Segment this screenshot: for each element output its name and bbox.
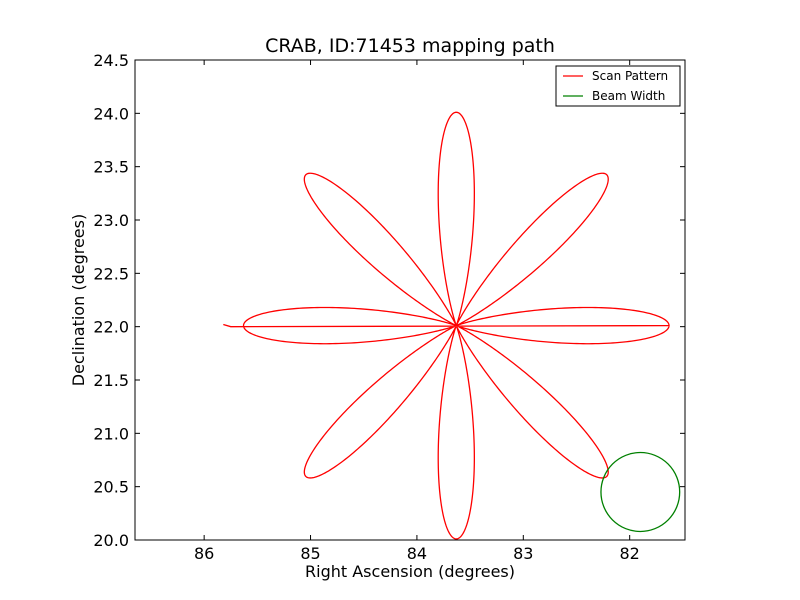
x-tick-label: 82 xyxy=(620,544,640,563)
legend-label-scan-pattern: Scan Pattern xyxy=(592,69,668,83)
y-axis-label: Declination (degrees) xyxy=(69,214,88,386)
x-tick-label: 86 xyxy=(194,544,214,563)
series-beam-width-circle xyxy=(600,451,681,533)
y-tick-label: 23.5 xyxy=(93,158,129,177)
y-tick-label: 21.0 xyxy=(93,424,129,443)
y-tick-label: 24.5 xyxy=(93,51,129,70)
ticks-layer: 86 85 84 83 82 20.0 20.5 21.0 21.5 22.0 22.5 23.0 23… xyxy=(93,51,685,563)
plot-area xyxy=(135,60,685,540)
legend-box xyxy=(555,65,681,107)
axes-frame xyxy=(134,59,686,541)
x-tick-label: 84 xyxy=(407,544,427,563)
y-tick-label: 24.0 xyxy=(93,104,129,123)
legend-label-beam-width: Beam Width xyxy=(592,89,665,103)
y-tick-label: 22.0 xyxy=(93,318,129,337)
y-tick-label: 21.5 xyxy=(93,371,129,390)
y-tick-label: 22.5 xyxy=(93,264,129,283)
series-scan-pattern-line xyxy=(223,111,670,540)
y-tick-label: 20.5 xyxy=(93,478,129,497)
y-tick-label: 23.0 xyxy=(93,211,129,230)
x-tick-label: 85 xyxy=(300,544,320,563)
series-layer xyxy=(223,111,681,540)
y-tick-label: 20.0 xyxy=(93,531,129,550)
legend: Scan Pattern Beam Width xyxy=(555,65,681,107)
x-tick-label: 83 xyxy=(513,544,533,563)
chart-title: CRAB, ID:71453 mapping path xyxy=(265,35,555,57)
x-axis-label: Right Ascension (degrees) xyxy=(305,562,515,581)
